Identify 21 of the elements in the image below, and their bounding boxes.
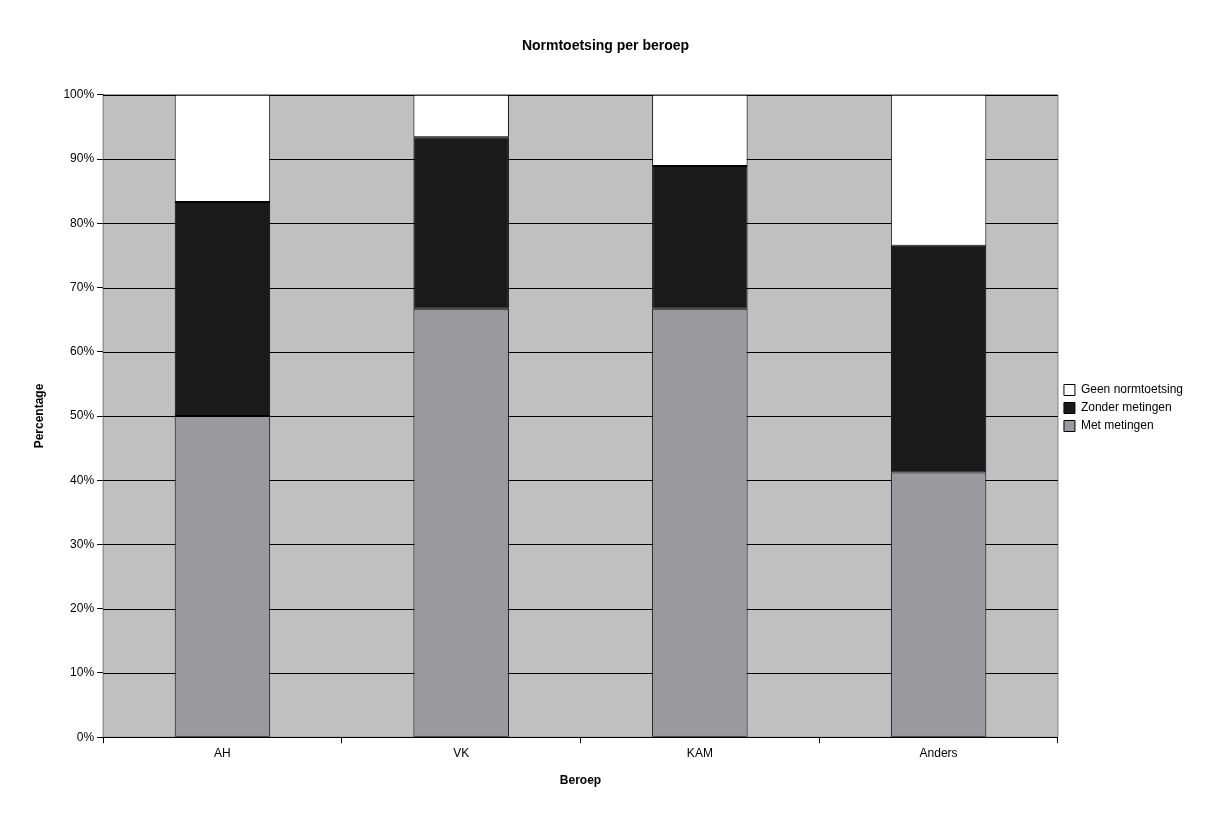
y-tick-label: 80% — [70, 215, 95, 230]
y-tick-label: 30% — [70, 536, 95, 551]
legend-label: Geen normtoetsing — [1080, 382, 1183, 397]
y-tick-label: 0% — [76, 729, 95, 744]
y-tick-label: 40% — [70, 472, 95, 487]
y-tick-label: 90% — [70, 151, 95, 166]
y-tick-label: 20% — [70, 601, 95, 616]
x-tick-label: AH — [214, 745, 231, 760]
y-axis-title: Percentage — [31, 383, 46, 449]
legend-label: Met metingen — [1080, 418, 1154, 433]
y-tick-label: 50% — [70, 408, 95, 423]
x-axis-title: Beroep — [559, 773, 602, 788]
legend-label: Zonder metingen — [1080, 400, 1172, 415]
y-tick-label: 100% — [63, 87, 95, 102]
y-tick-label: 70% — [70, 279, 95, 294]
y-tick-label: 10% — [70, 665, 95, 680]
y-tick-label: 60% — [70, 344, 95, 359]
x-tick-label: VK — [453, 745, 470, 760]
chart-title: Normtoetsing per beroep — [521, 37, 690, 54]
x-tick-label: Anders — [919, 745, 958, 760]
x-tick-label: KAM — [686, 745, 713, 760]
